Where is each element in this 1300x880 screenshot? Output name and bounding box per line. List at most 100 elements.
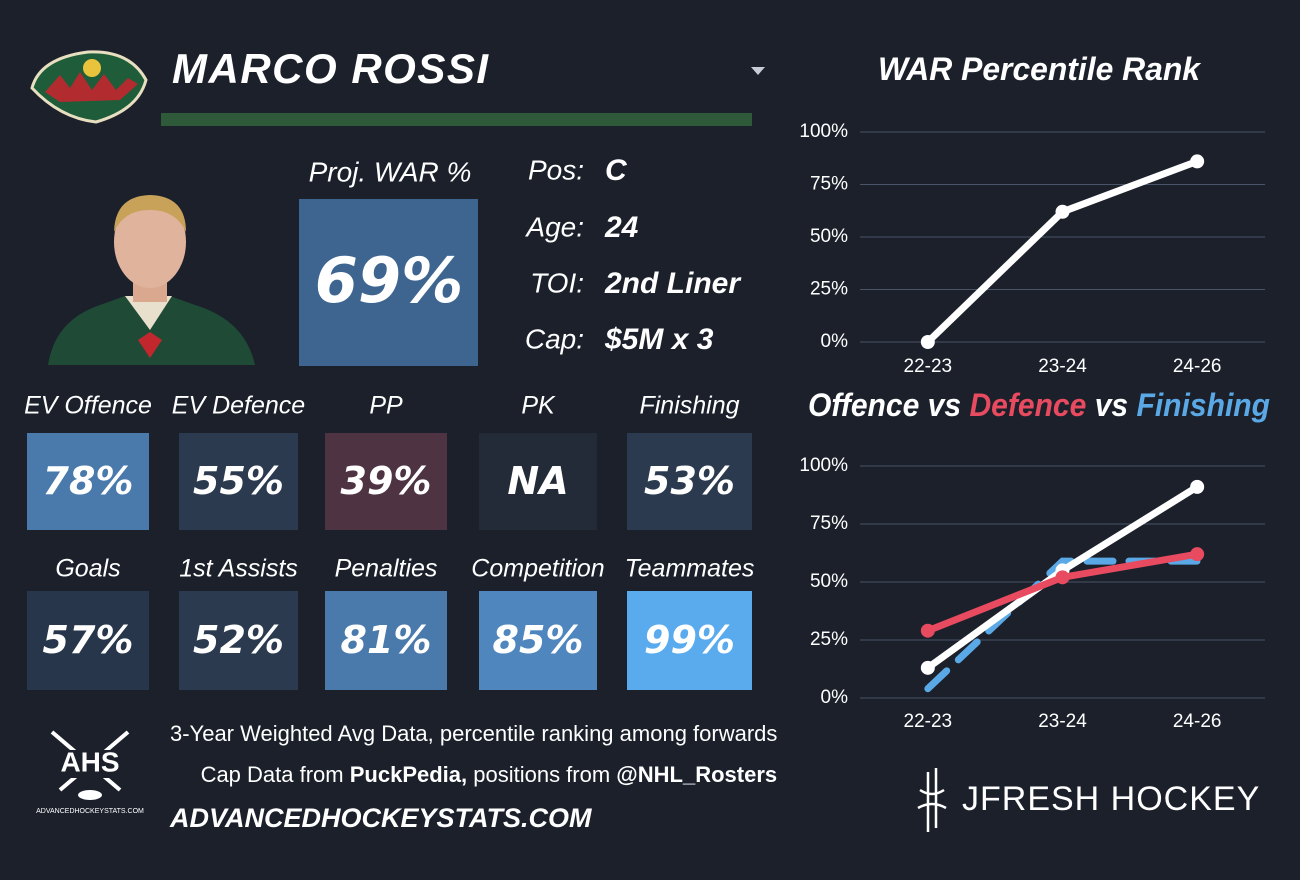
tile-label: EV Offence [24,392,152,420]
photo-badge [138,332,162,358]
logo-text: AHS [60,746,119,777]
tile-label: PK [521,392,556,420]
charts: WAR Percentile Rank 0% 25% 50% 75% 100% 22-23 2… [799,51,1270,732]
tile-value: 55% [193,459,284,503]
credit-text: positions from [467,762,616,787]
credit-source: @NHL_Rosters [616,762,777,787]
x-tick-label: 22-23 [904,711,953,732]
brand-mark [917,768,947,832]
series-point [1190,479,1205,494]
brand-logo [917,768,947,832]
tile-box [325,591,447,690]
tile-box [179,591,298,690]
info-value: 24 [604,211,639,244]
tile-label: Competition [471,555,604,583]
series-point [1190,547,1205,562]
logo-plate [58,750,122,778]
tile-label: Penalties [335,555,438,583]
dropdown-arrow[interactable] [751,67,765,75]
proj-label: Proj. WAR % [309,156,472,187]
y-tick-label: 100% [799,455,848,476]
series-point [1055,204,1070,219]
series-point [1055,570,1070,585]
series-point [920,660,935,675]
tile-box [325,433,447,530]
footer-credits: Cap Data from PuckPedia, positions from … [170,762,795,787]
ahs-logo: AHS ADVANCEDHOCKEYSTATS.COM [36,730,144,815]
y-tick-label: 75% [810,513,848,534]
title-part: Defence [969,387,1086,423]
series-point [920,623,935,638]
tile-label: Finishing [639,392,739,420]
chart-title: WAR Percentile Rank [878,51,1202,87]
tile-box [479,433,597,530]
info-label: Pos: [528,154,584,185]
tile-value: 52% [193,618,284,662]
brand-name: JFRESH HOCKEY [962,780,1260,818]
tile-label: Teammates [625,555,755,583]
info-value: C [605,154,628,187]
info-label: TOI: [530,267,584,298]
tile-box [179,433,298,530]
player-photo [48,195,255,365]
y-tick-label: 50% [810,571,848,592]
x-tick-label: 23-24 [1038,356,1087,377]
tile-box [479,591,597,690]
player-info: Pos: C Age: 24 TOI: 2nd Liner Cap: $5M x 3 [524,154,742,356]
chart-title: Offence vs Defence vs Finishing [808,387,1270,423]
series-point [920,335,935,349]
x-tick-label: 24-26 [1173,356,1222,377]
y-tick-label: 25% [810,279,848,300]
logo-trees [45,72,138,102]
tile-value: NA [507,459,568,503]
y-tick-label: 100% [799,121,848,142]
series-point [1190,154,1205,169]
tile-label: Goals [55,555,120,583]
title-part: vs [1086,387,1136,423]
credit-source: PuckPedia, [350,762,467,787]
y-tick-label: 75% [810,174,848,195]
tile-value: 39% [341,459,432,503]
tile-value: 53% [644,459,735,503]
stat-tiles: EV Offence 78% EV Defence 55% PP 39% PK NA Finis… [24,392,754,690]
info-label: Age: [524,211,584,242]
tile-value: 78% [43,459,134,503]
photo-hair [114,195,186,232]
y-tick-label: 0% [821,687,849,708]
footer-site: ADVANCEDHOCKEYSTATS.COM [169,803,592,833]
tile-box [627,433,752,530]
x-tick-label: 22-23 [904,356,953,377]
x-tick-label: 23-24 [1038,711,1087,732]
x-tick-label: 24-26 [1173,711,1222,732]
tile-box [27,591,149,690]
team-logo [30,50,148,124]
info-label: Cap: [525,323,584,354]
photo-collar [125,296,172,330]
proj-box [299,199,478,366]
y-tick-label: 0% [821,331,849,352]
footer-note: 3-Year Weighted Avg Data, percentile ran… [170,721,777,746]
logo-sun [83,59,101,77]
tile-value: 99% [644,618,735,662]
name-underline [161,113,752,126]
y-tick-label: 50% [810,226,848,247]
title-part: WAR Percentile Rank [878,51,1202,87]
tile-label: EV Defence [172,392,305,420]
tile-value: 57% [43,618,134,662]
logo-puck [78,790,102,800]
title-part: vs [919,387,969,423]
credit-text: Cap Data from [201,762,350,787]
title-part: Finishing [1136,387,1270,423]
photo-jersey [48,296,255,365]
info-value: 2nd Liner [604,267,742,300]
photo-head [114,196,186,288]
player-name: MARCO ROSSI [172,45,490,92]
tile-box [27,433,149,530]
info-value: $5M x 3 [604,323,714,356]
proj-value: 69% [315,244,463,317]
tile-value: 81% [341,618,432,662]
title-part: Offence [808,387,919,423]
y-tick-label: 25% [810,629,848,650]
